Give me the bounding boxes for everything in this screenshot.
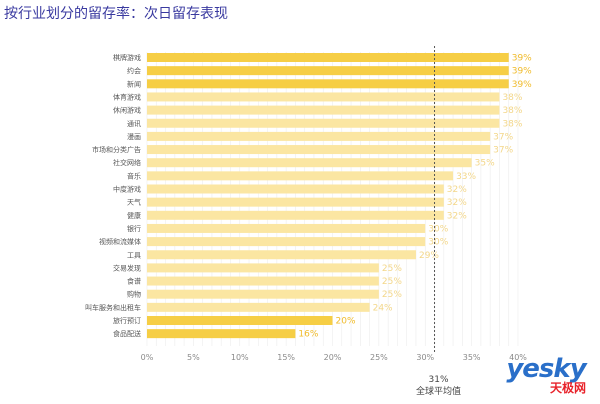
category-label: 音乐 [127, 171, 141, 180]
bar [147, 250, 416, 260]
category-label: 健康 [127, 211, 141, 220]
average-text-label: 全球平均值 [416, 385, 461, 397]
x-tick-label: 35% [463, 353, 481, 362]
value-label: 38% [502, 106, 522, 116]
bar [147, 302, 370, 312]
bar [147, 329, 296, 339]
average-value-label: 31% [429, 375, 449, 385]
category-label: 食品配送 [113, 329, 141, 338]
category-label: 银行 [127, 224, 141, 233]
average-marker: 31% 全球平均值 [416, 46, 461, 397]
value-label: 30% [428, 224, 448, 234]
category-label: 中度游戏 [113, 185, 141, 194]
bar [147, 263, 379, 273]
chart-title: 按行业划分的留存率：次日留存表现 [4, 6, 228, 22]
bar [147, 210, 444, 220]
category-label: 天气 [127, 198, 141, 207]
bar [147, 79, 509, 89]
value-label: 25% [382, 264, 402, 274]
bar [147, 105, 500, 115]
bar [147, 197, 444, 207]
category-label: 叫车服务和出租车 [85, 303, 141, 312]
value-label: 32% [447, 185, 467, 195]
bar [147, 276, 379, 286]
x-tick-label: 10% [231, 353, 249, 362]
value-label: 25% [382, 290, 402, 300]
x-tick-label: 15% [277, 353, 295, 362]
bar [147, 223, 426, 233]
bar [147, 145, 491, 155]
value-label: 33% [456, 172, 476, 182]
x-tick-label: 40% [509, 353, 527, 362]
category-label: 视频和流媒体 [99, 237, 141, 246]
category-label: 旅行预订 [113, 316, 141, 325]
x-tick-label: 5% [187, 353, 200, 362]
value-label: 24% [373, 303, 393, 313]
category-label: 棋牌游戏 [113, 53, 141, 62]
value-label: 32% [447, 198, 467, 208]
category-label: 工具 [127, 251, 141, 259]
category-label: 体育游戏 [113, 92, 141, 101]
value-label: 32% [447, 211, 467, 221]
category-labels: 棋牌游戏约会新闻体育游戏休闲游戏通讯漫画市场和分类广告社交网络音乐中度游戏天气健… [85, 53, 141, 338]
value-labels: 39% 39% 39% 38% 38% 38% 37% 37% 35% 33% 32% 32% 32% 3… [298, 54, 532, 340]
bars [147, 53, 509, 339]
bar [147, 131, 491, 141]
bar [147, 118, 500, 128]
value-label: 35% [475, 159, 495, 169]
category-label: 通讯 [127, 119, 141, 128]
category-label: 市场和分类广告 [92, 145, 141, 154]
category-label: 休闲游戏 [113, 106, 141, 115]
category-label: 食谱 [127, 277, 141, 286]
bar [147, 53, 509, 62]
value-label: 38% [502, 119, 522, 129]
value-label: 39% [512, 54, 532, 64]
value-label: 20% [336, 317, 356, 327]
value-label: 39% [512, 80, 532, 90]
bar [147, 316, 333, 325]
category-label: 约会 [127, 66, 141, 75]
logo-text: yesky [506, 354, 586, 384]
category-label: 交易发现 [113, 263, 141, 272]
category-label: 漫画 [127, 132, 141, 141]
x-axis-ticks: 0% 5% 10% 15% 20% 25% 30% 35% 40% [141, 353, 528, 362]
value-label: 16% [298, 330, 318, 340]
value-label: 37% [493, 146, 513, 156]
category-label: 购物 [127, 290, 141, 299]
x-tick-label: 25% [370, 353, 388, 362]
bar [147, 237, 426, 247]
bar [147, 289, 379, 299]
value-label: 29% [419, 251, 439, 261]
logo-subtext: 天极网 [549, 381, 586, 395]
value-label: 38% [502, 93, 522, 103]
value-label: 30% [428, 238, 448, 248]
x-tick-label: 0% [141, 353, 154, 362]
category-label: 社交网络 [113, 158, 141, 167]
category-label: 新闻 [127, 79, 141, 88]
bar [147, 92, 500, 102]
value-label: 25% [382, 277, 402, 287]
bar [147, 158, 472, 168]
value-label: 37% [493, 132, 513, 142]
value-label: 39% [512, 67, 532, 77]
bar [147, 184, 444, 194]
x-tick-label: 30% [416, 353, 434, 362]
x-tick-label: 20% [324, 353, 342, 362]
bar [147, 171, 454, 181]
bar [147, 66, 509, 76]
yesky-logo: yesky 天极网 [502, 356, 590, 396]
